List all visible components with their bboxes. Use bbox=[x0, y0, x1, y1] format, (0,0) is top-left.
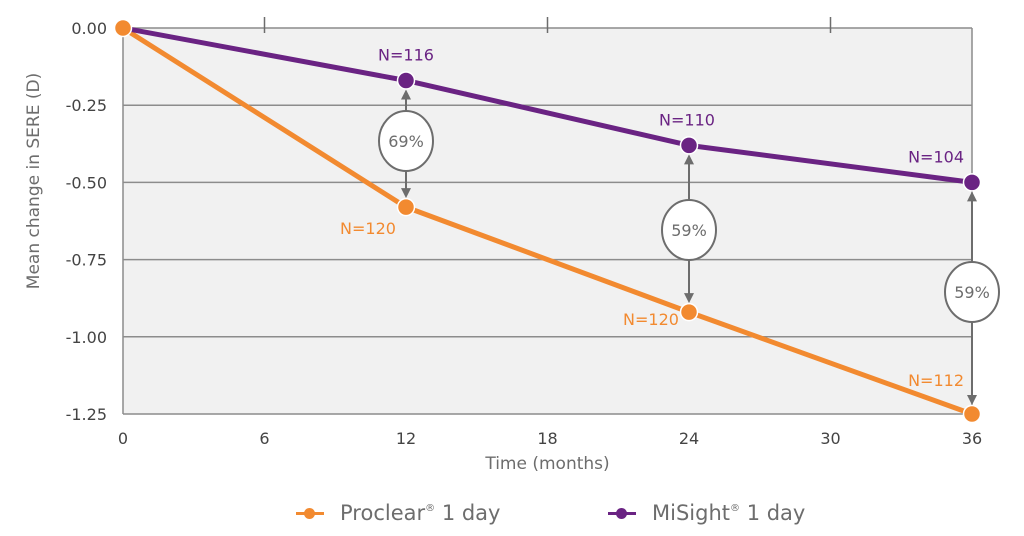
y-axis-title: Mean change in SERE (D) bbox=[24, 73, 44, 289]
x-tick-label: 6 bbox=[259, 429, 269, 448]
arrowhead-up-icon bbox=[684, 154, 694, 165]
x-tick-label: 0 bbox=[118, 429, 128, 448]
legend-swatch-proclear bbox=[296, 506, 324, 520]
arrowhead-down-icon bbox=[401, 188, 411, 199]
arrowhead-up-icon bbox=[967, 191, 977, 202]
n-label-misight: N=116 bbox=[378, 45, 434, 64]
legend-item-misight[interactable]: MiSight® 1 day bbox=[608, 496, 805, 530]
legend-dot-proclear bbox=[304, 508, 315, 519]
n-label-misight: N=110 bbox=[659, 110, 715, 129]
data-point-misight bbox=[962, 173, 982, 192]
y-tick-label: -0.50 bbox=[66, 173, 107, 192]
data-point-proclear bbox=[679, 302, 699, 322]
n-label-misight: N=104 bbox=[908, 147, 964, 166]
legend-dot-misight bbox=[616, 508, 627, 519]
annotation-circle bbox=[944, 261, 1000, 323]
data-point-proclear bbox=[962, 404, 982, 424]
x-tick-label: 18 bbox=[537, 429, 557, 448]
series-line-misight bbox=[122, 25, 973, 185]
data-point-proclear bbox=[396, 197, 416, 217]
annotation-percent-label: 59% bbox=[671, 221, 707, 240]
series-line-proclear bbox=[121, 25, 973, 417]
y-tick-label: 0.00 bbox=[71, 19, 107, 38]
y-tick-label: -0.75 bbox=[66, 251, 107, 270]
legend: Proclear® 1 day MiSight® 1 day bbox=[0, 496, 1024, 530]
legend-label-proclear: Proclear® 1 day bbox=[340, 501, 501, 525]
y-tick-label: -1.00 bbox=[66, 328, 107, 347]
x-tick-label: 30 bbox=[820, 429, 840, 448]
annotation-circle bbox=[378, 110, 434, 172]
annotation-circle bbox=[661, 199, 717, 261]
legend-swatch-misight bbox=[608, 506, 636, 520]
arrowhead-down-icon bbox=[684, 293, 694, 304]
y-tick-label: -1.25 bbox=[66, 405, 107, 424]
n-label-proclear: N=112 bbox=[908, 371, 964, 390]
annotation-percent-label: 69% bbox=[388, 132, 424, 151]
data-point-misight bbox=[396, 71, 416, 90]
x-tick-label: 12 bbox=[396, 429, 416, 448]
x-tick-label: 24 bbox=[679, 429, 699, 448]
legend-label-misight: MiSight® 1 day bbox=[652, 501, 806, 525]
y-tick-label: -0.25 bbox=[66, 96, 107, 115]
data-point-misight bbox=[679, 136, 699, 155]
plot-area bbox=[123, 28, 972, 414]
arrowhead-up-icon bbox=[401, 89, 411, 100]
x-axis-title: Time (months) bbox=[484, 454, 609, 474]
line-chart: 0.00 -0.25 -0.50 -0.75 -1.00 -1.25 0 6 12 18 24 30 3… bbox=[24, 17, 1000, 474]
data-point-proclear bbox=[113, 18, 133, 38]
arrowhead-down-icon bbox=[967, 395, 977, 405]
legend-item-proclear[interactable]: Proclear® 1 day bbox=[296, 496, 500, 530]
n-label-proclear: N=120 bbox=[623, 310, 679, 329]
n-label-proclear: N=120 bbox=[340, 219, 396, 238]
x-tick-label: 36 bbox=[962, 429, 982, 448]
annotation-percent-label: 59% bbox=[954, 283, 990, 302]
